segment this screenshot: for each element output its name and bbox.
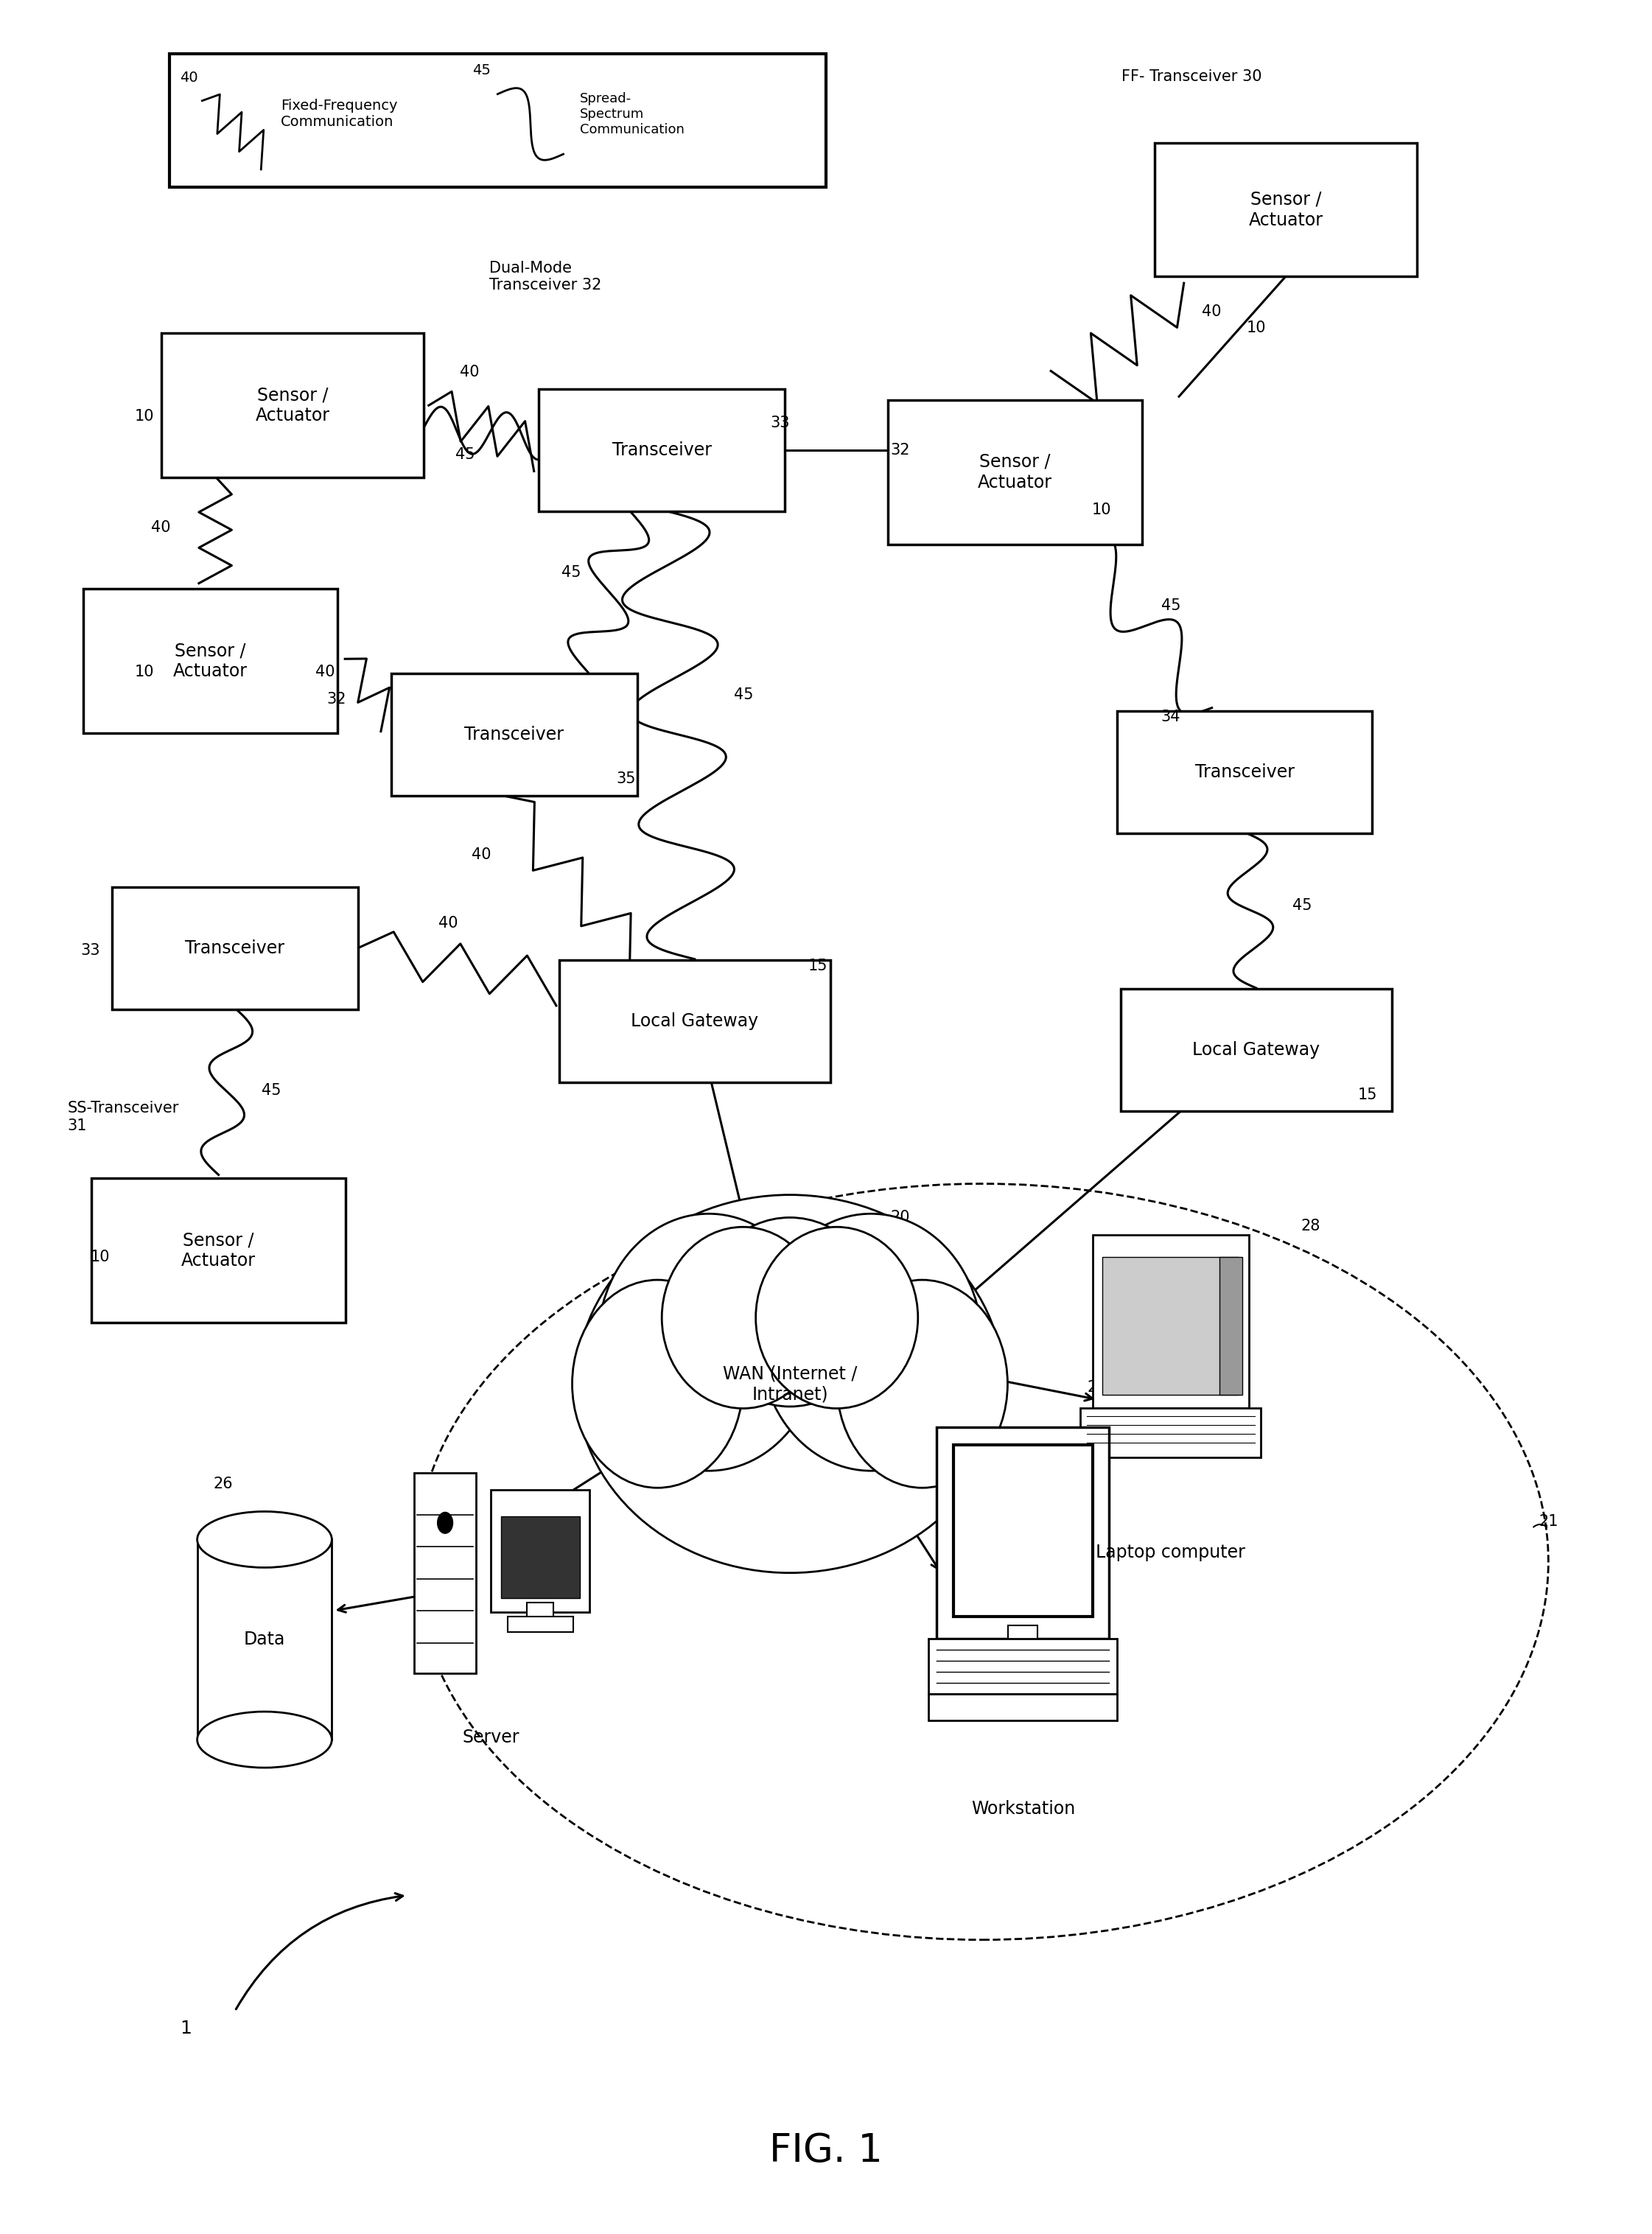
Text: 45: 45 [472, 63, 491, 76]
Text: Data: Data [244, 1631, 286, 1649]
Ellipse shape [700, 1218, 879, 1407]
Bar [928, 1693, 1117, 1720]
Bar [415, 1472, 476, 1673]
Bar [1102, 1258, 1239, 1394]
Text: 28: 28 [1300, 1218, 1320, 1233]
Text: Sensor /
Actuator: Sensor / Actuator [254, 386, 330, 424]
Text: Sensor /
Actuator: Sensor / Actuator [173, 641, 248, 679]
Text: 34: 34 [1161, 710, 1181, 724]
Bar [162, 333, 425, 478]
Text: Spread-
Spectrum
Communication: Spread- Spectrum Communication [580, 92, 684, 136]
Bar [953, 1445, 1092, 1615]
Text: 45: 45 [1161, 599, 1181, 612]
Text: Transceiver: Transceiver [613, 440, 712, 458]
Text: 32: 32 [327, 693, 347, 706]
Text: 10: 10 [1246, 319, 1265, 335]
Bar [1008, 1624, 1037, 1646]
Bar [501, 1517, 580, 1600]
Text: 25: 25 [600, 1421, 620, 1436]
Text: 45: 45 [562, 565, 582, 579]
Text: Transceiver: Transceiver [1194, 764, 1295, 782]
Ellipse shape [197, 1512, 332, 1568]
Text: SS-Transceiver
31: SS-Transceiver 31 [68, 1101, 178, 1133]
Bar [937, 1428, 1108, 1638]
Text: 32: 32 [890, 442, 910, 458]
Text: FIG. 1: FIG. 1 [770, 2131, 882, 2169]
Bar [527, 1602, 553, 1620]
Bar [1080, 1407, 1260, 1457]
Text: WAN (Internet /
Intranet): WAN (Internet / Intranet) [722, 1365, 857, 1403]
Text: 20: 20 [890, 1209, 910, 1224]
Bar [1092, 1235, 1249, 1407]
Bar [1117, 710, 1371, 833]
Text: Fixed-Frequency
Communication: Fixed-Frequency Communication [281, 98, 398, 130]
Text: Transceiver: Transceiver [185, 938, 284, 956]
Ellipse shape [598, 1213, 819, 1470]
Circle shape [436, 1512, 453, 1535]
Bar [1219, 1258, 1242, 1394]
Ellipse shape [760, 1213, 981, 1470]
Bar [887, 400, 1142, 545]
Text: 40: 40 [180, 71, 198, 85]
Text: Server: Server [463, 1729, 520, 1747]
Text: Sensor /
Actuator: Sensor / Actuator [978, 454, 1052, 491]
Text: 33: 33 [81, 943, 101, 958]
Text: 45: 45 [261, 1083, 281, 1097]
Text: 10: 10 [1092, 503, 1112, 518]
Text: Sensor /
Actuator: Sensor / Actuator [1249, 190, 1323, 228]
Text: 15: 15 [808, 958, 828, 974]
Bar [197, 1539, 332, 1740]
Bar [83, 590, 337, 733]
Text: 45: 45 [733, 688, 753, 701]
Ellipse shape [572, 1280, 743, 1488]
Bar [1120, 990, 1391, 1113]
Text: FF- Transceiver 30: FF- Transceiver 30 [1122, 69, 1262, 83]
Text: Local Gateway: Local Gateway [1193, 1041, 1320, 1059]
Ellipse shape [755, 1226, 919, 1407]
Bar [112, 887, 358, 1010]
Ellipse shape [577, 1195, 1003, 1573]
Text: 15: 15 [1358, 1088, 1378, 1101]
Bar [91, 1177, 345, 1323]
Text: 35: 35 [616, 771, 636, 786]
Text: Laptop computer: Laptop computer [1095, 1544, 1246, 1562]
Text: 33: 33 [770, 416, 790, 431]
Ellipse shape [197, 1711, 332, 1767]
Text: 40: 40 [471, 847, 491, 862]
Text: 45: 45 [454, 447, 474, 462]
Text: Sensor /
Actuator: Sensor / Actuator [182, 1231, 256, 1269]
Text: 45: 45 [1292, 898, 1312, 914]
Text: 1: 1 [180, 2020, 192, 2037]
Text: 40: 40 [316, 666, 335, 679]
Text: Local Gateway: Local Gateway [631, 1012, 758, 1030]
Text: Workstation: Workstation [971, 1801, 1075, 1818]
Text: 40: 40 [1203, 304, 1221, 319]
Bar [392, 672, 638, 795]
Text: 10: 10 [91, 1249, 111, 1264]
Text: 40: 40 [152, 521, 170, 536]
Ellipse shape [838, 1280, 1008, 1488]
Bar [928, 1638, 1117, 1693]
Bar [491, 1490, 590, 1611]
Text: 21: 21 [1538, 1515, 1558, 1528]
Ellipse shape [662, 1226, 824, 1407]
Bar [1155, 143, 1417, 277]
Bar [169, 54, 826, 188]
Text: Dual-Mode
Transceiver 32: Dual-Mode Transceiver 32 [489, 261, 601, 293]
Bar [507, 1615, 573, 1631]
Text: 10: 10 [135, 666, 154, 679]
Text: 26: 26 [213, 1477, 233, 1492]
Text: 40: 40 [459, 364, 479, 380]
Text: Transceiver: Transceiver [464, 726, 563, 744]
Text: 40: 40 [439, 916, 458, 932]
Bar [560, 961, 829, 1083]
Text: 27: 27 [1087, 1381, 1107, 1394]
Text: 10: 10 [135, 409, 154, 424]
Bar [539, 389, 785, 512]
